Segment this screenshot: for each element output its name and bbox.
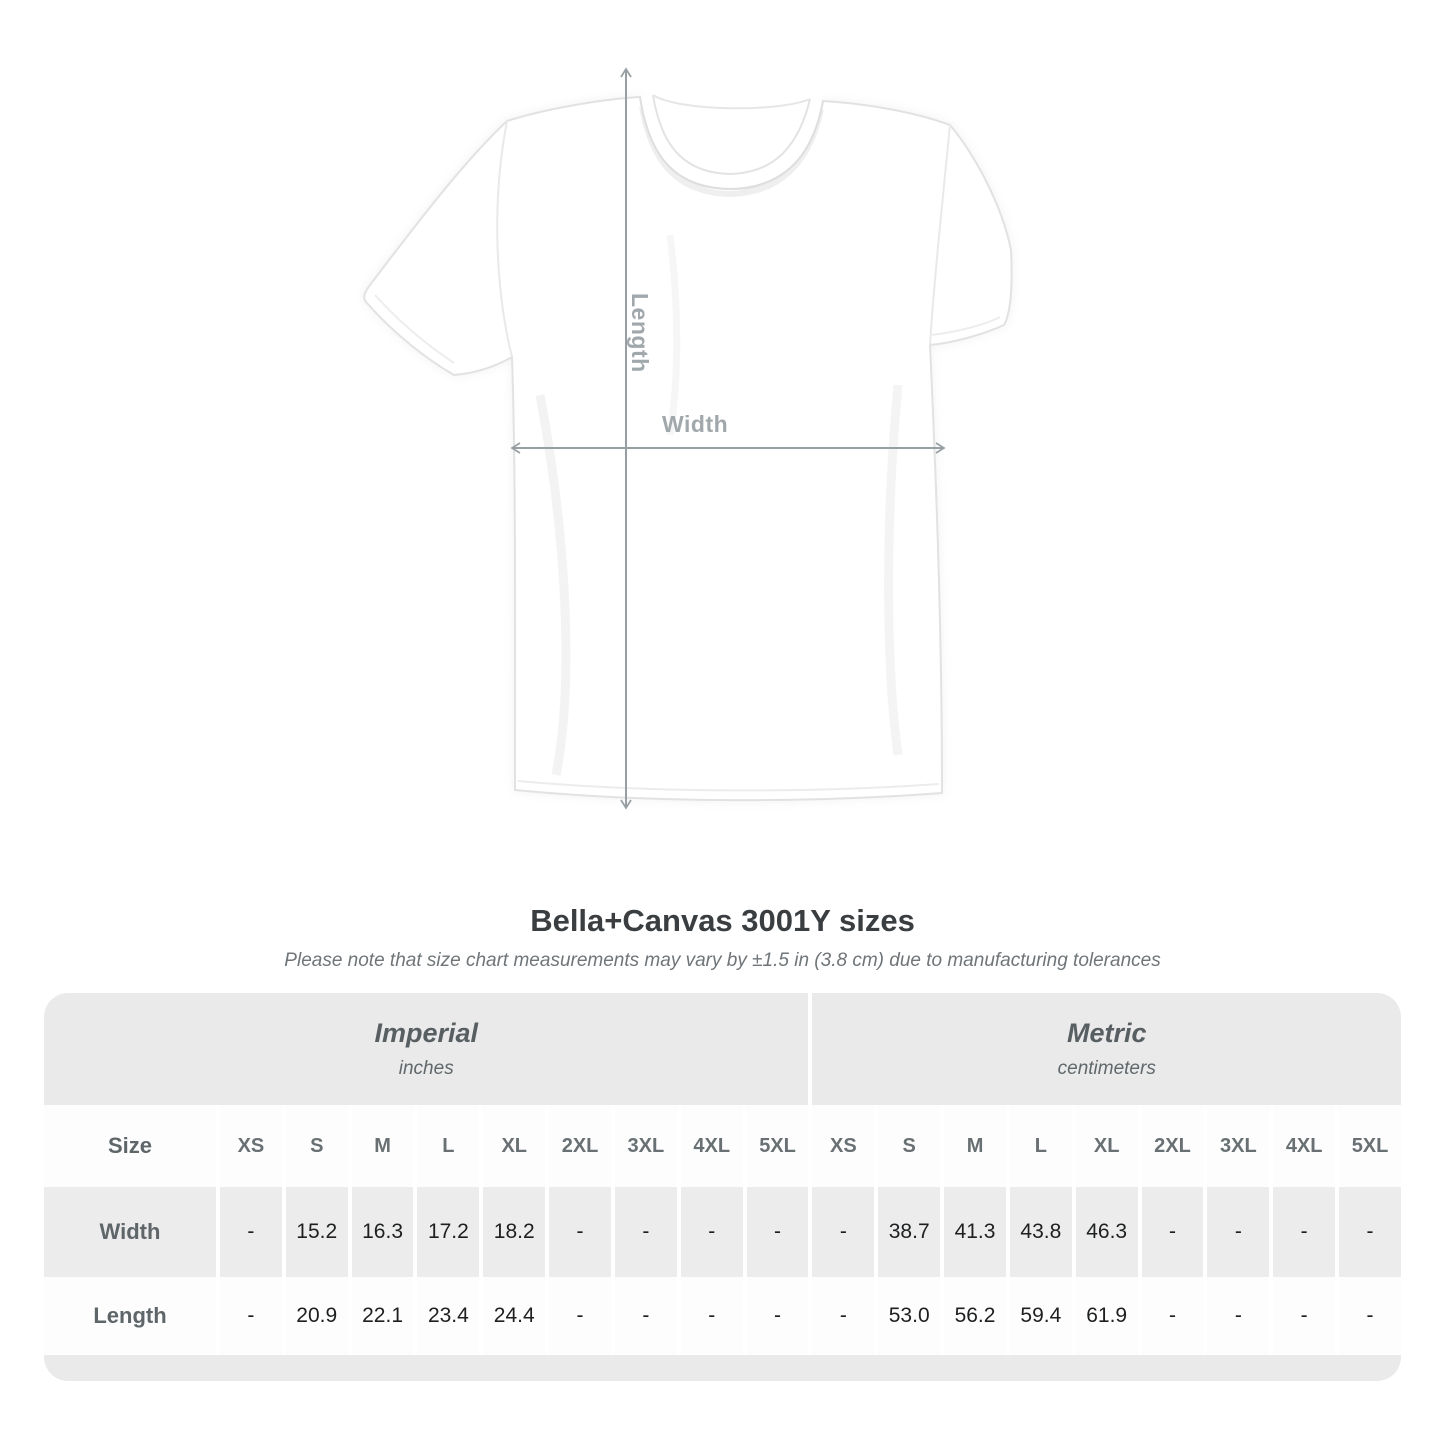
measurement-value-cell: 16.3 bbox=[351, 1187, 414, 1277]
measurement-value-cell: 41.3 bbox=[944, 1187, 1006, 1277]
measurement-value-cell: - bbox=[1273, 1187, 1336, 1277]
size-column-header: 3XL bbox=[1207, 1105, 1270, 1187]
measurement-value-cell: 43.8 bbox=[1009, 1187, 1072, 1277]
metric-unit-sub: centimeters bbox=[1057, 1058, 1156, 1079]
size-column-header: XS bbox=[812, 1105, 875, 1187]
imperial-unit-header-cell: Imperial inches bbox=[44, 993, 809, 1105]
imperial-unit-name: Imperial bbox=[374, 1018, 478, 1048]
size-column-header: XL bbox=[1075, 1105, 1138, 1187]
measurement-value-cell: - bbox=[812, 1277, 875, 1355]
size-header-row: Size XS S M L XL 2XL 3XL 4XL 5XL XS S M L XL 2XL 3XL 4XL… bbox=[44, 1105, 1401, 1187]
tshirt-measurement-diagram: Length Width bbox=[340, 55, 1020, 825]
row-label-length: Length bbox=[44, 1277, 216, 1355]
size-column-header: 4XL bbox=[680, 1105, 743, 1187]
measurement-value-cell: 22.1 bbox=[351, 1277, 414, 1355]
measurement-value-cell: - bbox=[549, 1187, 611, 1277]
length-dimension-label: Length bbox=[627, 293, 653, 373]
measurement-value-cell: - bbox=[1141, 1187, 1204, 1277]
row-label-width: Width bbox=[44, 1187, 216, 1277]
table-footer-band bbox=[44, 1355, 1401, 1381]
size-column-header: 2XL bbox=[549, 1105, 611, 1187]
measurement-value-cell: - bbox=[1141, 1277, 1204, 1355]
size-column-header: XL bbox=[483, 1105, 546, 1187]
metric-unit-header-cell: Metric centimeters bbox=[812, 993, 1401, 1105]
size-table: Imperial inches Metric centimeters Size … bbox=[40, 993, 1405, 1381]
size-column-header: M bbox=[944, 1105, 1006, 1187]
measurement-value-cell: 20.9 bbox=[285, 1277, 348, 1355]
size-column-header: S bbox=[285, 1105, 348, 1187]
length-row: Length -20.9 22.1 23.4 24.4- - - - -53.0 56.2 59.… bbox=[44, 1277, 1401, 1355]
measurement-value-cell: - bbox=[549, 1277, 611, 1355]
size-column-header: 2XL bbox=[1141, 1105, 1204, 1187]
measurement-value-cell: - bbox=[680, 1277, 743, 1355]
size-column-header: M bbox=[351, 1105, 414, 1187]
measurement-value-cell: 46.3 bbox=[1075, 1187, 1138, 1277]
measurement-value-cell: 15.2 bbox=[285, 1187, 348, 1277]
unit-band-row: Imperial inches Metric centimeters bbox=[44, 993, 1401, 1105]
tshirt-illustration bbox=[363, 67, 1013, 810]
measurement-value-cell: 59.4 bbox=[1009, 1277, 1072, 1355]
size-column-header: L bbox=[1009, 1105, 1072, 1187]
measurement-value-cell: - bbox=[1339, 1187, 1401, 1277]
tshirt-collar bbox=[639, 94, 824, 198]
measurement-value-cell: 53.0 bbox=[878, 1277, 941, 1355]
measurement-value-cell: 17.2 bbox=[417, 1187, 480, 1277]
measurement-value-cell: - bbox=[1339, 1277, 1401, 1355]
measurement-value-cell: 56.2 bbox=[944, 1277, 1006, 1355]
measurement-value-cell: - bbox=[220, 1277, 282, 1355]
size-column-header: 4XL bbox=[1273, 1105, 1336, 1187]
measurement-value-cell: - bbox=[1273, 1277, 1336, 1355]
measurement-value-cell: - bbox=[680, 1187, 743, 1277]
size-column-header: 3XL bbox=[614, 1105, 677, 1187]
measurement-value-cell: - bbox=[746, 1277, 809, 1355]
measurement-value-cell: 38.7 bbox=[878, 1187, 941, 1277]
measurement-value-cell: 61.9 bbox=[1075, 1277, 1138, 1355]
size-chart-title: Bella+Canvas 3001Y sizes bbox=[530, 903, 915, 938]
size-header-label: Size bbox=[44, 1105, 216, 1187]
width-dimension-label: Width bbox=[662, 411, 729, 437]
size-column-header: 5XL bbox=[746, 1105, 809, 1187]
measurement-value-cell: - bbox=[1207, 1187, 1270, 1277]
measurement-value-cell: - bbox=[614, 1187, 677, 1277]
measurement-value-cell: - bbox=[1207, 1277, 1270, 1355]
metric-unit-name: Metric bbox=[1066, 1018, 1147, 1048]
measurement-value-cell: - bbox=[220, 1187, 282, 1277]
measurement-value-cell: - bbox=[746, 1187, 809, 1277]
size-column-header: S bbox=[878, 1105, 941, 1187]
measurement-value-cell: 23.4 bbox=[417, 1277, 480, 1355]
measurement-value-cell: 24.4 bbox=[483, 1277, 546, 1355]
size-chart-section: Bella+Canvas 3001Y sizes Please note tha… bbox=[0, 903, 1445, 1381]
measurement-value-cell: 18.2 bbox=[483, 1187, 546, 1277]
size-column-header: 5XL bbox=[1339, 1105, 1401, 1187]
size-column-header: L bbox=[417, 1105, 480, 1187]
size-column-header: XS bbox=[220, 1105, 282, 1187]
measurement-value-cell: - bbox=[614, 1277, 677, 1355]
size-chart-tolerance-note: Please note that size chart measurements… bbox=[284, 950, 1161, 971]
width-row: Width -15.2 16.3 17.2 18.2- - - - -38.7 41.3 43.8… bbox=[44, 1187, 1401, 1277]
table-footer-row bbox=[44, 1355, 1401, 1381]
measurement-value-cell: - bbox=[812, 1187, 875, 1277]
imperial-unit-sub: inches bbox=[398, 1058, 454, 1079]
